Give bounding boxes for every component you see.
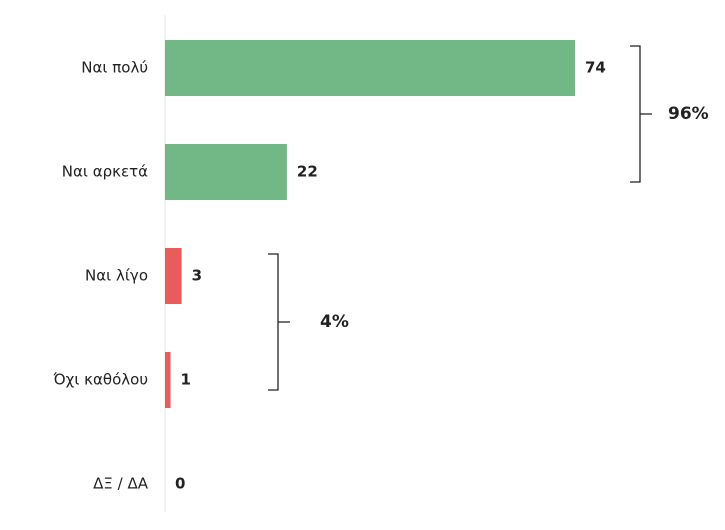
group-annotation: 4% [320, 312, 349, 332]
bar [165, 248, 182, 304]
category-label: Ναι αρκετά [62, 163, 148, 181]
category-label: Όχι καθόλου [52, 371, 148, 389]
value-label: 74 [585, 59, 606, 77]
bar [165, 352, 171, 408]
category-label: ΔΞ / ΔΑ [93, 475, 149, 493]
bar [165, 40, 575, 96]
category-label: Ναι πολύ [81, 59, 148, 77]
bar [165, 144, 287, 200]
value-label: 22 [297, 163, 318, 181]
bracket [268, 253, 290, 391]
value-label: 3 [192, 267, 202, 285]
value-label: 0 [175, 475, 185, 493]
bracket [630, 45, 652, 183]
group-annotation: 96% [668, 104, 709, 124]
value-label: 1 [181, 371, 191, 389]
category-label: Ναι λίγο [85, 267, 148, 285]
